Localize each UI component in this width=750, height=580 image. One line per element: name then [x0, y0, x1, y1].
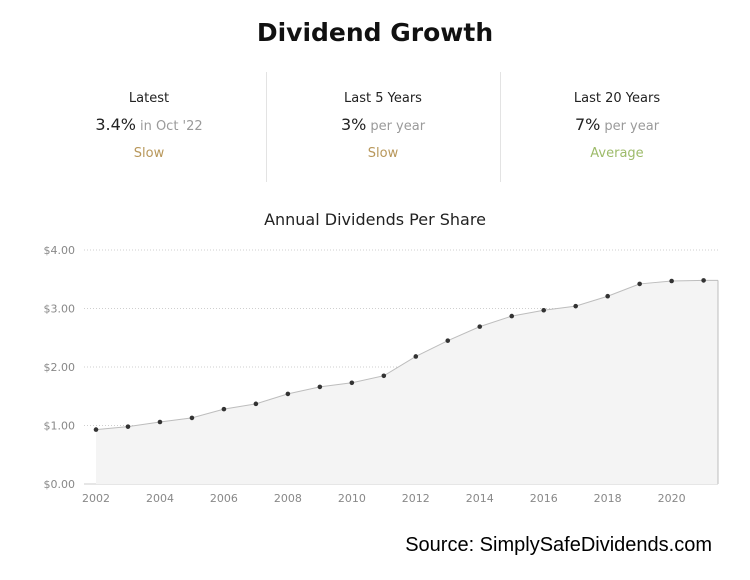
stat-label: Last 20 Years	[573, 91, 661, 106]
data-point-2002	[93, 427, 99, 432]
stat-last-20-years: Last 20 Years 7% per year Average	[500, 72, 734, 182]
stat-unit: per year	[604, 119, 660, 134]
x-tick-label: 2012	[402, 492, 430, 505]
x-tick-label: 2010	[338, 492, 366, 505]
data-point-2010	[349, 380, 355, 386]
y-tick-label: $4.00	[44, 244, 76, 257]
data-point-2007	[253, 401, 259, 407]
stat-label: Last 5 Years	[344, 91, 422, 106]
data-point-2003	[125, 424, 131, 429]
stat-rating: Average	[590, 146, 644, 161]
x-tick-label: 2002	[82, 492, 110, 505]
stat-unit: per year	[370, 119, 426, 134]
data-point-2005	[189, 415, 195, 421]
x-tick-label: 2020	[658, 492, 686, 505]
y-tick-label: $1.00	[44, 420, 76, 433]
chart-title: Annual Dividends Per Share	[264, 210, 486, 229]
source-credit: Source: SimplySafeDividends.com	[405, 534, 712, 556]
data-point-2012	[413, 354, 419, 359]
data-point-2017	[573, 303, 578, 309]
y-tick-label: $0.00	[44, 478, 76, 491]
stat-latest: Latest 3.4% in Oct '22 Slow	[32, 72, 266, 182]
stat-value: 3.4%	[95, 115, 136, 134]
data-point-2016	[541, 307, 547, 313]
stat-rating: Slow	[367, 146, 399, 161]
y-tick-label: $2.00	[44, 361, 76, 374]
stat-value: 3%	[340, 115, 367, 134]
y-tick-label: $3.00	[44, 303, 76, 316]
stat-unit: in Oct '22	[139, 119, 203, 134]
data-point-2021	[701, 278, 706, 283]
data-point-2018	[605, 293, 610, 299]
data-point-2008	[285, 391, 291, 397]
data-point-2009	[317, 384, 323, 390]
x-tick-label: 2004	[146, 492, 174, 505]
stats-panel: Latest 3.4% in Oct '22 Slow Last 5 Years …	[32, 72, 734, 182]
data-point-2013	[445, 338, 451, 343]
page-title: Dividend Growth	[256, 18, 494, 47]
stat-value: 7%	[574, 115, 601, 134]
data-point-2011	[381, 373, 387, 379]
x-tick-label: 2006	[210, 492, 238, 505]
data-point-2019	[637, 281, 642, 287]
x-tick-label: 2014	[466, 492, 494, 505]
data-point-2014	[477, 324, 483, 329]
data-point-2020	[669, 278, 674, 284]
data-point-2015	[509, 313, 515, 319]
x-tick-label: 2016	[530, 492, 558, 505]
area-fill	[96, 280, 718, 484]
x-tick-label: 2008	[274, 492, 302, 505]
stat-rating: Slow	[133, 146, 165, 161]
stat-last-5-years: Last 5 Years 3% per year Slow	[266, 72, 500, 182]
data-point-2004	[157, 419, 163, 425]
x-tick-label: 2018	[594, 492, 622, 505]
data-point-2006	[221, 406, 227, 412]
stat-label: Latest	[128, 91, 170, 106]
